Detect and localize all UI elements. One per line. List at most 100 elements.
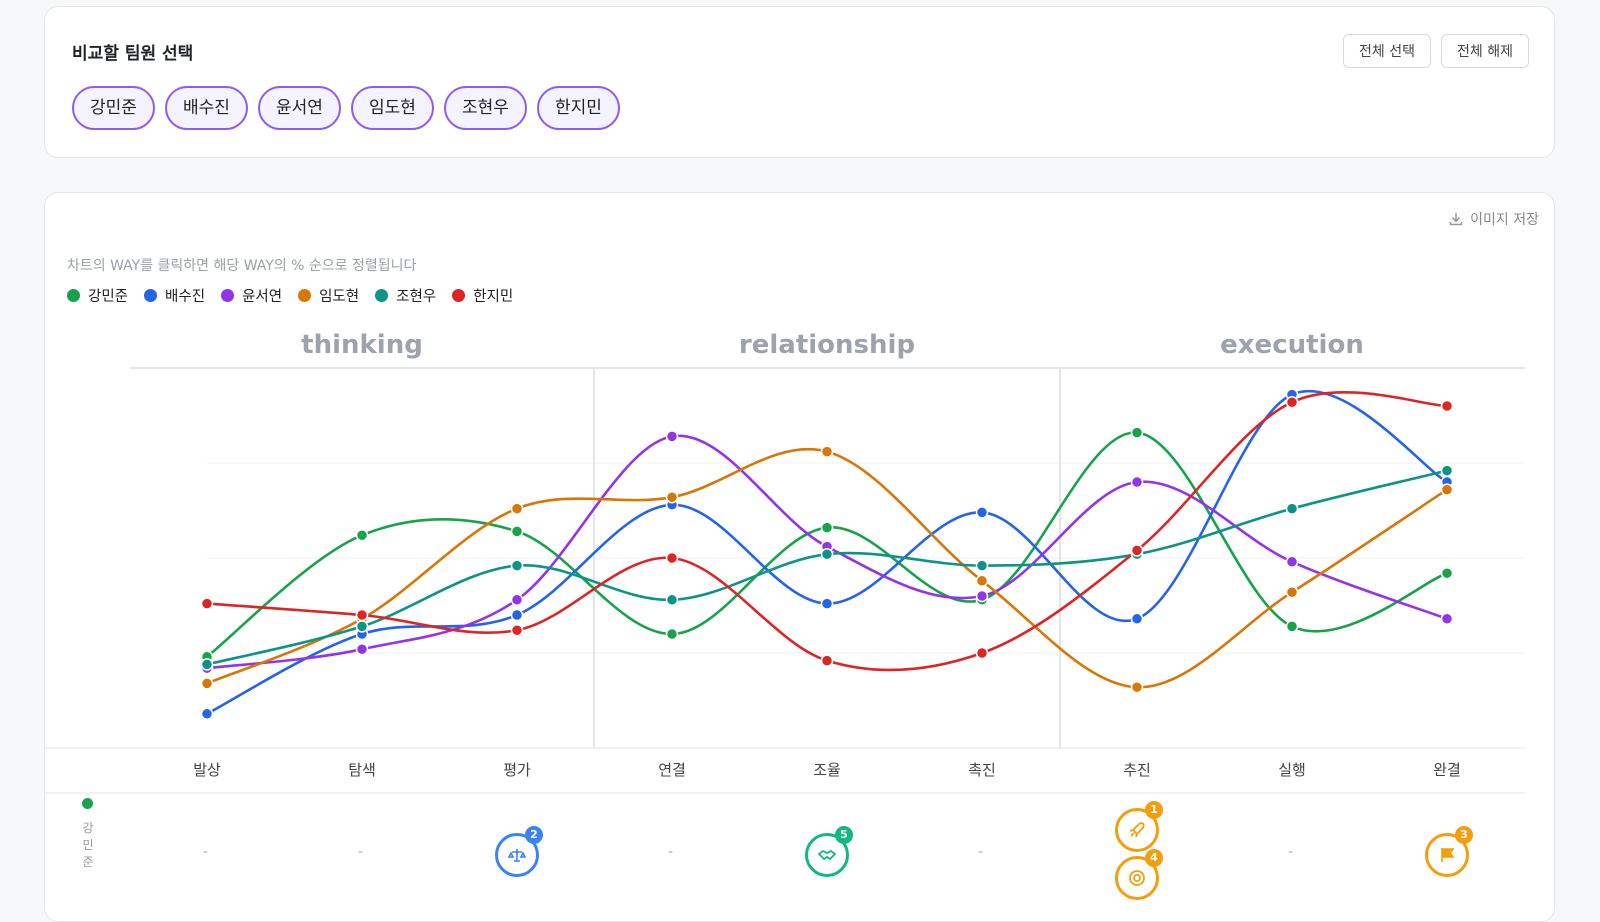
legend-label: 강민준 <box>88 289 129 305</box>
rank-badge[interactable] <box>1425 833 1469 877</box>
data-point[interactable] <box>975 646 989 660</box>
group-title[interactable]: relationship <box>739 330 915 360</box>
x-axis-label[interactable]: 연결 <box>658 761 686 779</box>
data-point[interactable] <box>200 677 214 690</box>
data-point[interactable] <box>200 707 214 721</box>
legend-label: 윤서연 <box>242 289 283 305</box>
legend-item[interactable]: 윤서연 <box>221 285 282 306</box>
rank-number: 4 <box>1145 849 1163 867</box>
chart-hint: 차트의 WAY를 클릭하면 해당 WAY의 % 순으로 정렬됩니다 <box>67 258 417 274</box>
data-point[interactable] <box>1130 612 1144 626</box>
x-axis-label[interactable]: 완결 <box>1433 761 1461 779</box>
data-point[interactable] <box>1285 502 1299 515</box>
handshake-icon <box>817 849 837 861</box>
member-chip[interactable]: 임도현 <box>351 86 434 130</box>
series-line <box>206 447 1448 689</box>
group-title[interactable]: thinking <box>301 330 423 360</box>
select-all-button[interactable]: 전체 선택 <box>1343 34 1431 68</box>
data-point[interactable] <box>665 551 679 565</box>
data-point[interactable] <box>975 559 989 572</box>
data-point[interactable] <box>1285 555 1299 569</box>
data-point[interactable] <box>510 593 524 607</box>
data-point[interactable] <box>1285 620 1299 633</box>
empty-cell: - <box>358 844 364 860</box>
legend-item[interactable]: 조현우 <box>375 285 436 306</box>
member-color-dot <box>82 798 93 809</box>
data-point[interactable] <box>975 506 989 519</box>
data-point[interactable] <box>355 620 369 633</box>
legend-label: 조현우 <box>396 289 437 305</box>
chart-card: 이미지 저장 차트의 WAY를 클릭하면 해당 WAY의 % 순으로 정렬됩니다… <box>44 192 1555 922</box>
empty-cell: - <box>978 844 984 860</box>
rank-number: 3 <box>1455 826 1473 844</box>
download-icon <box>1449 213 1463 226</box>
empty-cell: - <box>203 844 209 860</box>
x-axis-label[interactable]: 실행 <box>1278 761 1306 779</box>
ranking-row-member-name: 강 민 준 <box>81 820 95 871</box>
member-chip[interactable]: 배수진 <box>165 86 248 130</box>
group-title[interactable]: execution <box>1220 330 1364 360</box>
data-point[interactable] <box>1130 544 1144 557</box>
legend-item[interactable]: 배수진 <box>144 285 205 306</box>
x-axis-label[interactable]: 탐색 <box>348 761 376 779</box>
data-point[interactable] <box>1440 399 1454 413</box>
data-point[interactable] <box>510 623 524 637</box>
x-axis-label[interactable]: 평가 <box>503 761 531 779</box>
series-line <box>206 431 1448 658</box>
data-point[interactable] <box>1440 566 1454 580</box>
legend-label: 임도현 <box>319 289 360 305</box>
legend-item[interactable]: 임도현 <box>298 285 359 306</box>
data-point[interactable] <box>1285 585 1299 599</box>
data-point[interactable] <box>1285 395 1299 409</box>
data-point[interactable] <box>510 559 524 572</box>
chart-legend: 강민준 배수진 윤서연 임도현 조현우 한지민 <box>67 285 529 306</box>
data-point[interactable] <box>975 589 989 603</box>
data-point[interactable] <box>820 521 834 534</box>
data-point[interactable] <box>975 574 989 588</box>
data-point[interactable] <box>1130 426 1144 439</box>
x-axis-label[interactable]: 촉진 <box>968 761 996 779</box>
data-point[interactable] <box>510 502 524 515</box>
legend-item[interactable]: 한지민 <box>452 285 513 306</box>
legend-label: 한지민 <box>473 289 514 305</box>
data-point[interactable] <box>510 525 524 538</box>
data-point[interactable] <box>200 597 214 610</box>
data-point[interactable] <box>665 430 679 443</box>
rank-number: 1 <box>1145 801 1163 819</box>
data-point[interactable] <box>820 547 834 561</box>
member-chip[interactable]: 조현우 <box>444 86 527 130</box>
data-point[interactable] <box>820 445 834 458</box>
member-chip[interactable]: 강민준 <box>72 86 155 130</box>
data-point[interactable] <box>1130 680 1144 694</box>
data-point[interactable] <box>355 528 369 542</box>
member-name-char: 강 <box>82 821 94 835</box>
rank-badge[interactable] <box>1115 808 1159 852</box>
legend-dot <box>298 289 312 302</box>
data-point[interactable] <box>355 642 369 656</box>
data-point[interactable] <box>1440 483 1454 496</box>
data-point[interactable] <box>1130 475 1144 489</box>
data-point[interactable] <box>820 597 834 610</box>
clear-all-button[interactable]: 전체 해제 <box>1441 34 1529 68</box>
flag-icon <box>1441 848 1455 862</box>
legend-label: 배수진 <box>165 289 206 305</box>
x-axis-label[interactable]: 조율 <box>813 761 841 779</box>
data-point[interactable] <box>665 593 679 607</box>
data-point[interactable] <box>1440 612 1454 626</box>
data-point[interactable] <box>665 627 679 641</box>
legend-dot <box>452 289 466 302</box>
legend-item[interactable]: 강민준 <box>67 285 128 306</box>
data-point[interactable] <box>510 608 524 622</box>
member-chip[interactable]: 윤서연 <box>258 86 341 130</box>
rank-badge[interactable] <box>805 833 849 877</box>
rank-number: 2 <box>525 826 543 844</box>
member-chip[interactable]: 한지민 <box>537 86 620 130</box>
data-point[interactable] <box>200 658 214 671</box>
data-point[interactable] <box>355 608 369 622</box>
x-axis-label[interactable]: 추진 <box>1123 761 1151 779</box>
data-point[interactable] <box>820 654 834 667</box>
data-point[interactable] <box>1440 464 1454 477</box>
save-image-button[interactable]: 이미지 저장 <box>1448 209 1539 229</box>
data-point[interactable] <box>665 490 679 504</box>
x-axis-label[interactable]: 발상 <box>193 761 221 779</box>
